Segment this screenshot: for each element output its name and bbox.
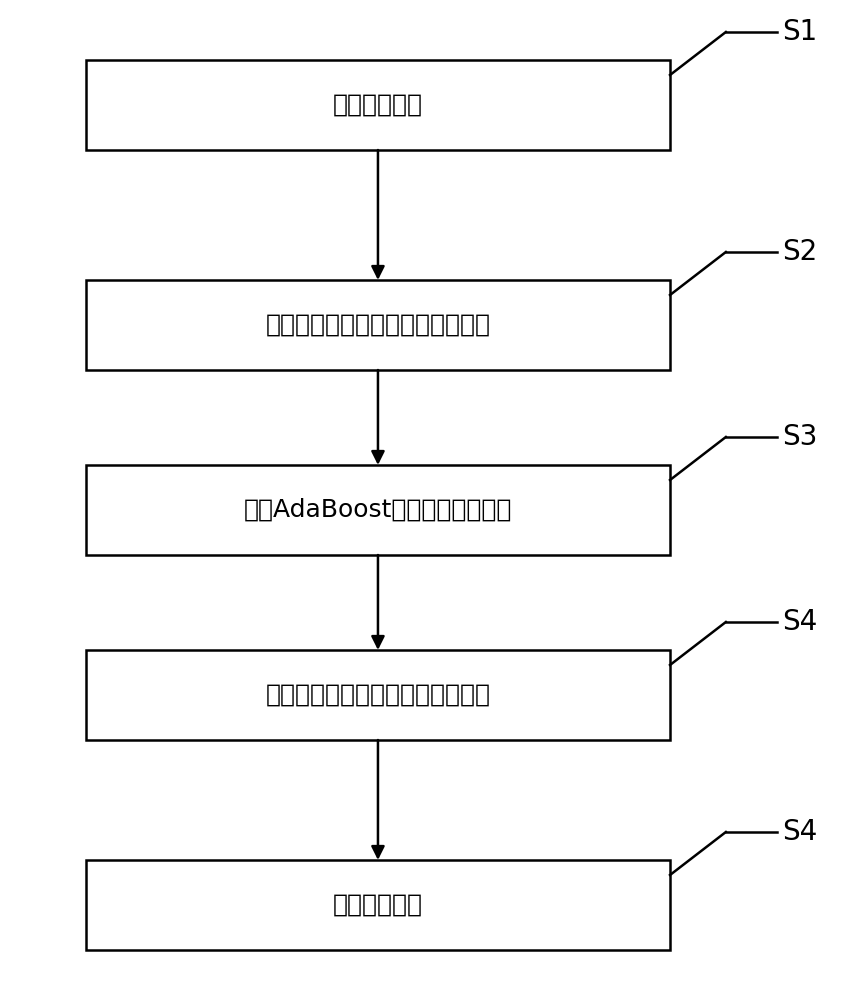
Bar	[86, 60, 670, 150]
Text: S4: S4	[782, 818, 817, 846]
Bar	[86, 860, 670, 950]
Text: S2: S2	[782, 238, 817, 266]
Text: S3: S3	[782, 423, 817, 451]
Text: 整合系列数据: 整合系列数据	[333, 93, 423, 117]
Text: 选择诊断模型并调整落后模型参数: 选择诊断模型并调整落后模型参数	[265, 683, 490, 707]
Bar	[86, 465, 670, 555]
Text: S1: S1	[782, 18, 817, 46]
Text: S4: S4	[782, 608, 817, 636]
Text: 采用条件推断树算法生成预测结果: 采用条件推断树算法生成预测结果	[265, 313, 490, 337]
Bar	[86, 650, 670, 740]
Bar	[86, 280, 670, 370]
Text: 输出预测结果: 输出预测结果	[333, 893, 423, 917]
Text: 采用AdaBoost算法生成预测结果: 采用AdaBoost算法生成预测结果	[244, 498, 512, 522]
